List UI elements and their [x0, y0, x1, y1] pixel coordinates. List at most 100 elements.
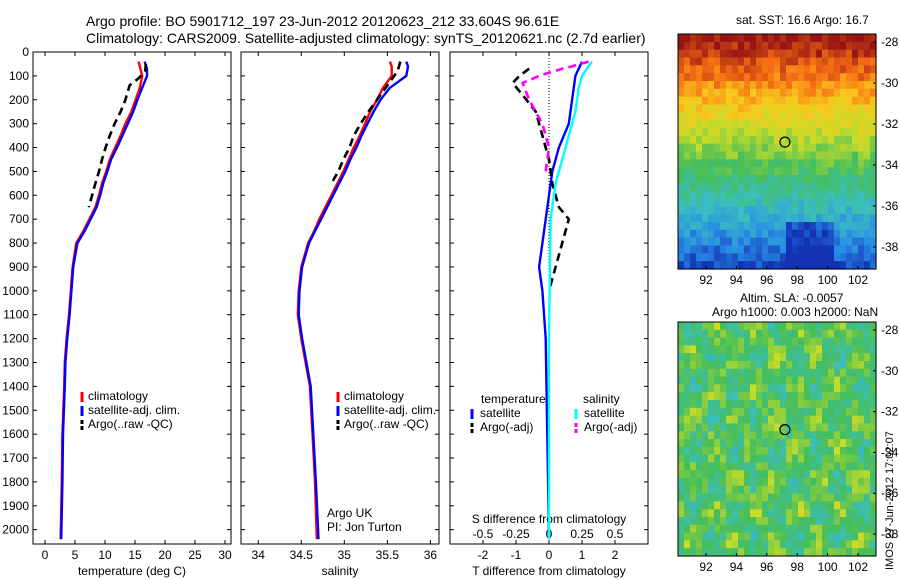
map-cell: [714, 49, 721, 59]
map-cell: [702, 65, 709, 74]
map-cell: [864, 167, 871, 176]
map-cell: [834, 261, 841, 270]
map-cell: [870, 322, 877, 331]
map-cell: [720, 34, 727, 43]
map-cell: [834, 446, 841, 456]
map-cell: [786, 81, 793, 90]
map-cell: [738, 478, 745, 487]
map-cell: [828, 57, 835, 66]
map-cell: [756, 376, 763, 385]
map-cell: [810, 517, 817, 526]
map-cell: [756, 532, 763, 541]
map-cell: [762, 253, 769, 262]
map-cell: [792, 175, 799, 184]
map-cell: [798, 392, 805, 401]
map-cell: [696, 470, 703, 479]
map-cell: [792, 400, 799, 409]
map-cell: [732, 376, 739, 385]
map-cell: [774, 120, 781, 129]
map-cell: [774, 151, 781, 160]
map-cell: [708, 237, 715, 247]
map-cell: [750, 245, 757, 254]
map-cell: [738, 222, 745, 231]
map-cell: [858, 261, 865, 270]
map-cell: [732, 237, 739, 247]
map-cell: [828, 376, 835, 385]
map-cell: [816, 384, 823, 393]
map-cell: [780, 532, 787, 541]
map-cell: [798, 400, 805, 409]
map-cell: [738, 253, 745, 262]
x-tick-label: -1: [511, 548, 522, 562]
map-cell: [786, 143, 793, 153]
map-cell: [810, 229, 817, 239]
map-cell: [750, 439, 757, 448]
map-cell: [858, 392, 865, 401]
map-cell: [678, 462, 685, 471]
map-cell: [696, 104, 703, 113]
map-cell: [834, 478, 841, 487]
map-cell: [786, 57, 793, 66]
map-cell: [690, 423, 697, 432]
legend-header: salinity: [583, 392, 620, 406]
map-cell: [696, 423, 703, 432]
map-cell: [744, 439, 751, 448]
map-cell: [756, 96, 763, 106]
map-cell: [762, 493, 769, 502]
map-cell: [846, 392, 853, 401]
legend-header: temperature: [481, 392, 546, 406]
legend-label: satellite: [480, 406, 521, 420]
map-cell: [714, 182, 721, 192]
map-cell: [828, 548, 835, 557]
map-cell: [816, 151, 823, 160]
map-cell: [678, 65, 685, 74]
y-tick-label: 200: [9, 93, 29, 107]
map-cell: [774, 190, 781, 200]
map-cell: [792, 322, 799, 331]
map-cell: [834, 423, 841, 432]
map-cell: [840, 73, 847, 82]
map-cell: [870, 151, 877, 160]
map-cell: [702, 329, 709, 339]
map-cell: [798, 245, 805, 254]
map-cell: [786, 454, 793, 463]
map-cell: [678, 337, 685, 346]
map-cell: [690, 384, 697, 393]
map-cell: [678, 253, 685, 262]
map-cell: [732, 415, 739, 424]
map-cell: [810, 237, 817, 247]
map-cell: [846, 81, 853, 90]
y-tick-label: 900: [9, 260, 29, 274]
map-cell: [744, 190, 751, 200]
map-cell: [738, 470, 745, 479]
map-cell: [816, 509, 823, 518]
map-cell: [834, 222, 841, 231]
map-cell: [792, 407, 799, 417]
map-cell: [828, 41, 835, 51]
map-cell: [762, 501, 769, 510]
map-cell: [774, 214, 781, 223]
map-cell: [828, 431, 835, 440]
map-cell: [726, 501, 733, 510]
map-cell: [792, 214, 799, 223]
map-cell: [858, 151, 865, 160]
map-cell: [846, 524, 853, 534]
map-cell: [726, 400, 733, 409]
map-cell: [852, 167, 859, 176]
map-cell: [792, 237, 799, 247]
map-cell: [690, 478, 697, 487]
map-cell: [762, 190, 769, 200]
map-cell: [774, 41, 781, 51]
map-cell: [678, 120, 685, 129]
map-cell: [846, 415, 853, 424]
map-cell: [822, 81, 829, 90]
map-cell: [834, 159, 841, 168]
map-cell: [870, 245, 877, 254]
map-cell: [726, 34, 733, 43]
map-cell: [762, 182, 769, 192]
map-cell: [864, 454, 871, 463]
map-cell: [786, 214, 793, 223]
map-cell: [792, 120, 799, 129]
map-cell: [840, 524, 847, 534]
map-cell: [852, 88, 859, 98]
